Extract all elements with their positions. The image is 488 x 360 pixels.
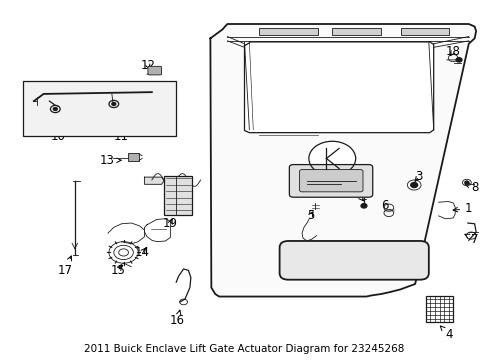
Text: 18: 18	[445, 45, 460, 58]
Circle shape	[410, 183, 417, 188]
Circle shape	[360, 204, 366, 208]
Bar	[259, 28, 317, 36]
Bar	[163, 176, 192, 215]
Text: 6: 6	[381, 199, 388, 212]
Text: 11: 11	[114, 130, 129, 143]
Bar	[400, 28, 448, 36]
Text: 13: 13	[100, 154, 121, 167]
Circle shape	[53, 108, 57, 111]
Text: 5: 5	[306, 210, 313, 222]
Text: 7: 7	[464, 233, 477, 246]
Text: 14: 14	[134, 246, 149, 259]
Text: 12: 12	[140, 59, 155, 72]
Text: 2011 Buick Enclave Lift Gate Actuator Diagram for 23245268: 2011 Buick Enclave Lift Gate Actuator Di…	[84, 344, 404, 354]
Bar	[22, 81, 176, 136]
Text: 17: 17	[58, 256, 72, 277]
Circle shape	[455, 58, 461, 62]
Text: 16: 16	[169, 310, 184, 327]
Polygon shape	[244, 42, 433, 133]
Text: 2: 2	[352, 186, 363, 201]
Text: 1: 1	[452, 202, 471, 215]
Circle shape	[112, 103, 116, 105]
Text: 3: 3	[414, 170, 422, 183]
Text: 19: 19	[163, 216, 178, 230]
Polygon shape	[144, 177, 163, 184]
Polygon shape	[383, 210, 393, 211]
FancyBboxPatch shape	[289, 165, 372, 197]
Polygon shape	[210, 24, 475, 297]
Text: 4: 4	[439, 326, 452, 341]
Circle shape	[308, 141, 355, 176]
Text: 8: 8	[464, 181, 477, 194]
Bar	[331, 28, 380, 36]
Bar	[426, 296, 452, 321]
Text: 9: 9	[92, 80, 100, 93]
FancyBboxPatch shape	[279, 241, 428, 280]
Bar	[128, 153, 139, 161]
FancyBboxPatch shape	[148, 66, 161, 75]
Text: 15: 15	[110, 264, 125, 277]
Circle shape	[464, 181, 468, 184]
Text: 10: 10	[51, 130, 65, 143]
FancyBboxPatch shape	[299, 170, 362, 192]
